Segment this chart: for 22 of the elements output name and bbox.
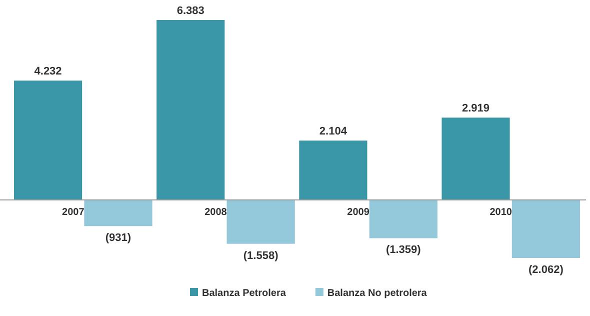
bar xyxy=(369,200,438,238)
data-label: 2.104 xyxy=(319,126,348,138)
bar xyxy=(14,80,82,200)
data-label: (1.359) xyxy=(386,244,422,256)
bar xyxy=(84,200,152,226)
bar xyxy=(299,140,368,200)
legend-label: Balanza Petrolera xyxy=(202,288,286,299)
bar xyxy=(156,20,225,200)
x-tick-label: 2007 xyxy=(62,206,85,218)
bar xyxy=(226,200,295,244)
bar xyxy=(442,118,510,200)
data-label: 4.232 xyxy=(34,66,62,78)
x-tick-label: 2010 xyxy=(490,206,512,218)
data-label: 6.383 xyxy=(176,5,204,17)
data-label: (1.558) xyxy=(243,250,279,262)
x-tick-label: 2009 xyxy=(347,206,370,218)
data-label: 2.919 xyxy=(462,102,490,115)
data-label: (931) xyxy=(105,232,132,244)
data-label: (2.062) xyxy=(528,264,564,276)
legend-label: Balanza No petrolera xyxy=(327,288,428,299)
x-tick-label: 2008 xyxy=(204,206,228,218)
bar xyxy=(512,200,580,258)
